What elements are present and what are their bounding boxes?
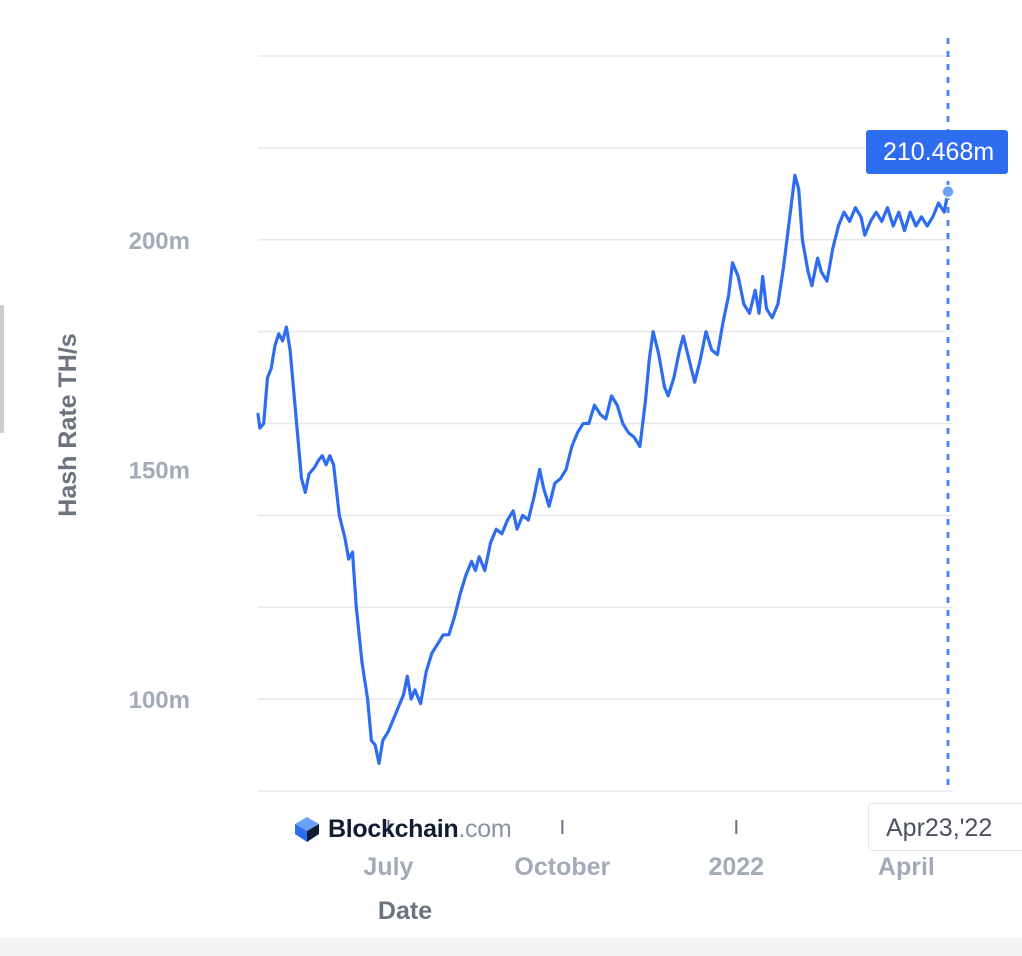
- x-axis-title: Date: [378, 897, 432, 925]
- page-footer-band: [0, 938, 1022, 956]
- left-edge-handle: [0, 305, 4, 433]
- date-tooltip: Apr23,'22: [868, 803, 1022, 851]
- chart-series: [256, 173, 950, 765]
- blockchain-logo-icon: [295, 817, 319, 842]
- x-axis-ticks: July October 2022 April: [363, 820, 935, 881]
- series-line: [256, 173, 950, 765]
- brand-name: Blockchain: [328, 814, 459, 843]
- y-axis-title: Hash Rate TH/s: [54, 333, 82, 516]
- y-axis-ticks: 100m 150m 200m: [129, 228, 190, 714]
- hover-point: [941, 184, 955, 199]
- x-tick-label: April: [878, 853, 935, 881]
- y-tick-label: 100m: [129, 687, 190, 714]
- brand-tld: .com: [458, 814, 512, 843]
- y-tick-label: 150m: [129, 457, 190, 484]
- x-tick-label: 2022: [708, 853, 764, 881]
- hover-crosshair[interactable]: [941, 38, 955, 791]
- value-tooltip: 210.468m: [866, 130, 1009, 174]
- y-tick-label: 200m: [129, 228, 190, 255]
- chart-gridlines: [258, 55, 953, 792]
- blockchain-watermark: Blockchain .com: [292, 812, 512, 846]
- x-tick-label: October: [514, 853, 610, 881]
- x-tick-label: July: [363, 853, 413, 881]
